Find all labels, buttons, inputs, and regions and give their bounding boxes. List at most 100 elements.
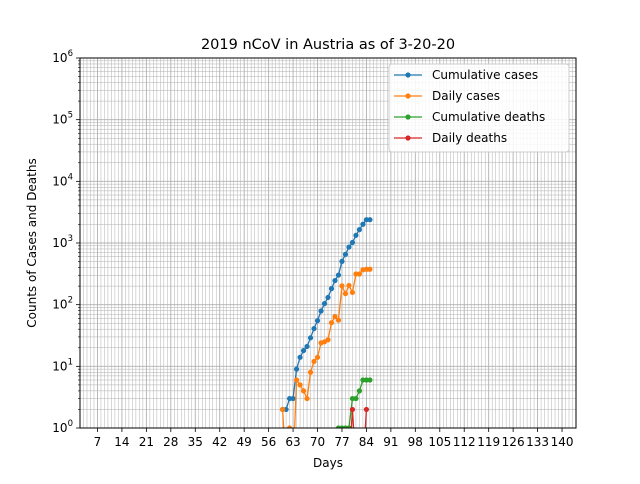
legend-label: Daily cases bbox=[432, 89, 500, 103]
data-point bbox=[325, 337, 331, 343]
x-tick-label: 140 bbox=[551, 435, 574, 449]
data-point bbox=[353, 232, 359, 238]
data-point bbox=[332, 277, 338, 284]
y-tick-label: 105 bbox=[52, 111, 73, 127]
legend-entry: Daily cases bbox=[394, 89, 500, 103]
data-point bbox=[328, 320, 335, 326]
data-point bbox=[346, 282, 352, 289]
data-point bbox=[314, 318, 321, 324]
data-point bbox=[328, 286, 335, 292]
data-point bbox=[300, 347, 307, 354]
legend-entry: Cumulative deaths bbox=[394, 110, 545, 124]
x-tick-label: 21 bbox=[139, 435, 154, 449]
legend-frame bbox=[388, 63, 570, 153]
x-tick-label: 77 bbox=[334, 435, 349, 449]
y-tick-label: 103 bbox=[52, 234, 73, 250]
y-axis-label: Counts of Cases and Deaths bbox=[25, 158, 39, 327]
data-point bbox=[311, 325, 317, 332]
data-point bbox=[356, 388, 363, 394]
y-tick-label: 101 bbox=[52, 357, 73, 373]
chart-title: 2019 nCoV in Austria as of 3-20-20 bbox=[201, 37, 455, 53]
data-point bbox=[318, 308, 324, 314]
y-axis: 100 101 102 103 104 105 106 bbox=[52, 49, 80, 435]
data-point bbox=[321, 301, 328, 307]
x-tick-label: 35 bbox=[188, 435, 203, 449]
series-3 bbox=[335, 377, 373, 428]
legend-entry: Cumulative cases bbox=[394, 68, 538, 82]
data-point bbox=[307, 335, 314, 341]
data-point bbox=[367, 217, 373, 223]
x-tick-label: 98 bbox=[408, 435, 423, 449]
legend: Cumulative cases Daily cases Cumulative de… bbox=[388, 63, 570, 153]
data-point bbox=[311, 358, 317, 365]
data-point bbox=[335, 272, 342, 278]
y-tick-label: 104 bbox=[52, 172, 73, 188]
data-point bbox=[279, 406, 286, 413]
x-tick-label: 126 bbox=[502, 435, 525, 449]
data-point bbox=[339, 283, 345, 289]
data-point bbox=[293, 377, 300, 383]
x-tick-label: 14 bbox=[114, 435, 129, 449]
legend-marker bbox=[405, 72, 411, 78]
data-point bbox=[342, 251, 349, 257]
data-point bbox=[293, 366, 300, 372]
data-point bbox=[286, 425, 293, 428]
series-line bbox=[350, 409, 368, 428]
x-tick-label: 133 bbox=[526, 435, 549, 449]
legend-label: Cumulative deaths bbox=[432, 110, 545, 124]
data-point bbox=[307, 369, 314, 375]
x-axis: 7 14 21 28 35 42 49 56 63 70 77 84 91 98 105 112 119 126 1… bbox=[94, 428, 574, 449]
data-point bbox=[349, 239, 356, 246]
x-tick-label: 70 bbox=[310, 435, 325, 449]
data-point bbox=[332, 314, 338, 320]
data-point bbox=[304, 343, 310, 350]
legend-marker bbox=[405, 93, 411, 99]
data-point bbox=[300, 388, 307, 394]
x-tick-label: 105 bbox=[428, 435, 451, 449]
data-point bbox=[363, 406, 370, 413]
series-2 bbox=[279, 266, 373, 428]
data-point bbox=[356, 271, 363, 277]
data-point bbox=[349, 289, 356, 296]
x-tick-label: 49 bbox=[237, 435, 252, 449]
data-point bbox=[314, 354, 321, 360]
data-point bbox=[342, 291, 349, 297]
x-axis-label: Days bbox=[313, 456, 343, 470]
x-tick-label: 42 bbox=[212, 435, 227, 449]
x-tick-label: 56 bbox=[261, 435, 276, 449]
legend-entry: Daily deaths bbox=[394, 131, 507, 145]
data-point bbox=[335, 317, 342, 323]
data-point bbox=[290, 395, 296, 402]
series-1 bbox=[279, 217, 373, 413]
x-tick-label: 7 bbox=[94, 435, 102, 449]
legend-label: Daily deaths bbox=[432, 131, 507, 145]
y-tick-label: 106 bbox=[52, 49, 73, 65]
series-layer bbox=[279, 217, 373, 428]
data-point bbox=[367, 266, 373, 272]
legend-label: Cumulative cases bbox=[432, 68, 538, 82]
data-point bbox=[353, 395, 359, 402]
x-tick-label: 112 bbox=[453, 435, 476, 449]
data-point bbox=[360, 221, 366, 227]
data-point bbox=[304, 395, 310, 402]
data-point bbox=[349, 406, 356, 413]
data-point bbox=[339, 258, 345, 264]
x-tick-label: 63 bbox=[285, 435, 300, 449]
data-point bbox=[297, 354, 303, 360]
x-tick-label: 119 bbox=[477, 435, 500, 449]
x-tick-label: 91 bbox=[383, 435, 398, 449]
legend-marker bbox=[405, 114, 411, 120]
data-point bbox=[325, 294, 331, 301]
y-tick-label: 102 bbox=[52, 296, 73, 312]
data-point bbox=[297, 382, 303, 388]
data-point bbox=[356, 227, 363, 233]
data-point bbox=[346, 425, 352, 428]
x-tick-label: 84 bbox=[359, 435, 374, 449]
x-tick-label: 28 bbox=[163, 435, 178, 449]
series-4 bbox=[349, 406, 370, 428]
data-point bbox=[367, 377, 373, 383]
legend-marker bbox=[405, 135, 411, 141]
y-tick-label: 100 bbox=[52, 419, 73, 435]
data-point bbox=[346, 244, 352, 250]
